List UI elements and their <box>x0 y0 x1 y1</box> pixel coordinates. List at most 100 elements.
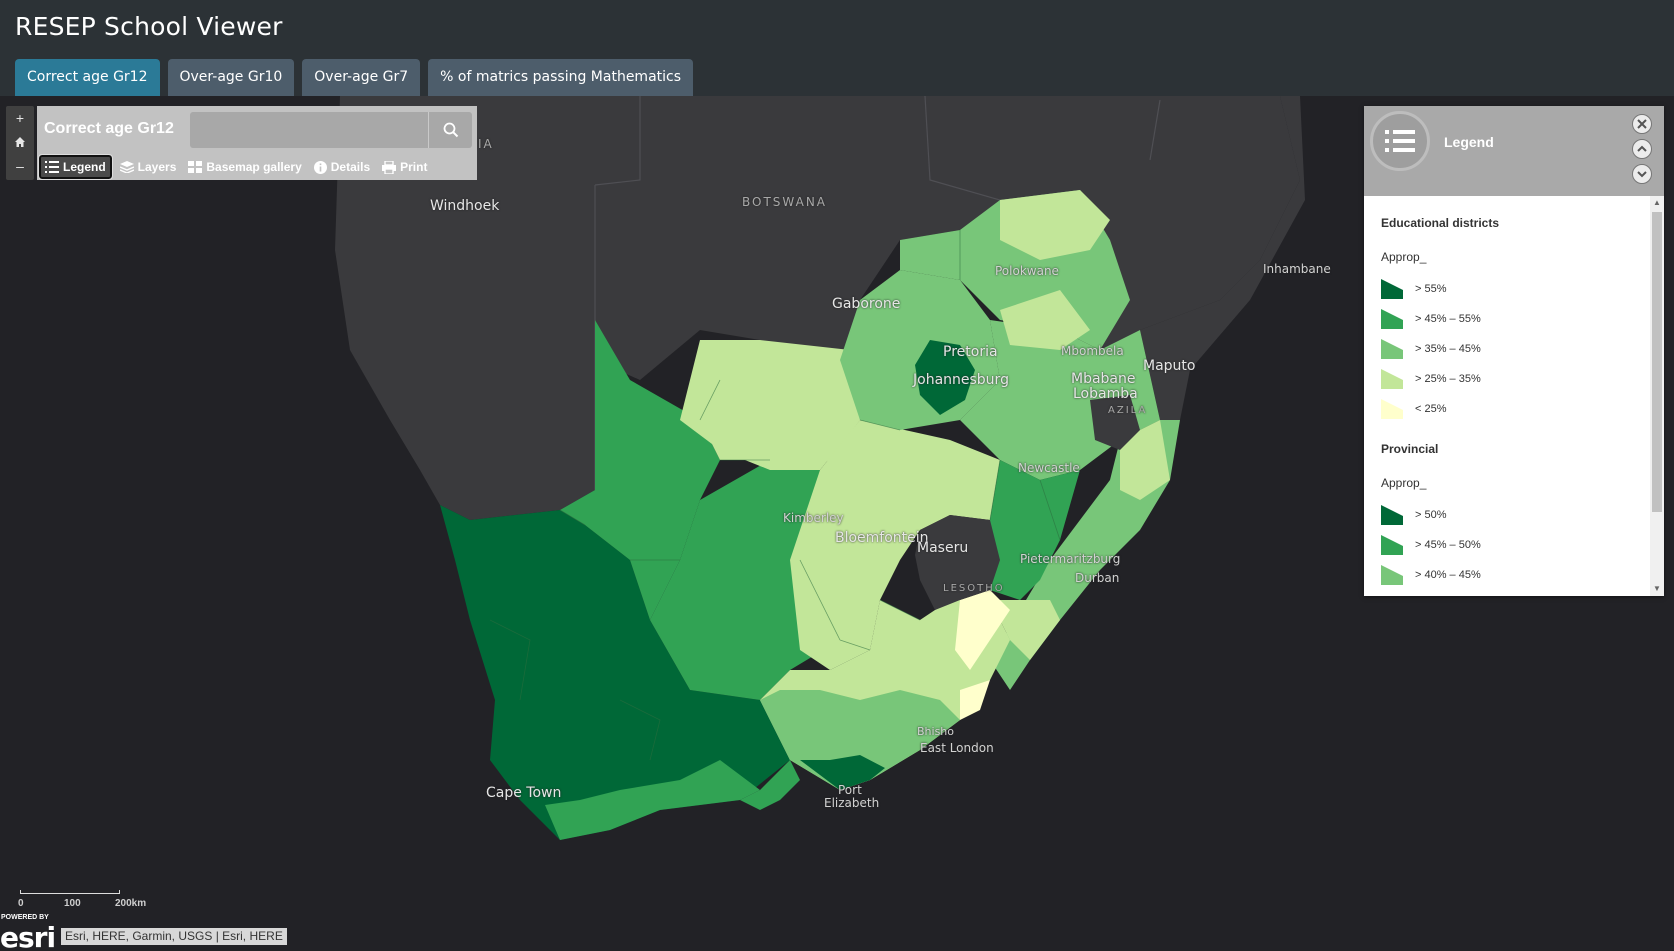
basemap-svg <box>335 96 1305 840</box>
info-icon <box>313 160 327 174</box>
label-lesotho: LESOTHO <box>943 583 1005 594</box>
scale-bar-line <box>20 890 120 894</box>
district-outlines <box>489 230 1061 761</box>
legend-tool-label: Legend <box>63 160 106 174</box>
label-eswatini-fragment: AZILA <box>1108 405 1148 416</box>
legend-item: > 45% – 50% <box>1381 530 1646 560</box>
chevron-down-icon <box>1637 171 1647 178</box>
label-bhisho: Bhisho <box>917 725 955 738</box>
legend-item-label: > 55% <box>1415 283 1447 295</box>
legend-item-label: > 45% – 50% <box>1415 539 1481 551</box>
legend-item-label: > 50% <box>1415 509 1447 521</box>
legend-close-button[interactable] <box>1632 114 1652 134</box>
legend-item: > 45% – 55% <box>1381 304 1646 334</box>
legend-item: < 25% <box>1381 394 1646 424</box>
search-icon <box>443 122 458 138</box>
list-icon <box>1385 130 1415 152</box>
land-lesotho <box>915 515 1000 610</box>
label-windhoek: Windhoek <box>430 198 500 214</box>
legend-header: Legend <box>1364 106 1664 196</box>
label-inhambane: Inhambane <box>1263 262 1331 276</box>
legend-item-label: > 40% – 45% <box>1415 569 1481 581</box>
scrollbar-thumb[interactable] <box>1652 212 1662 512</box>
legend-tool-button[interactable]: Legend <box>38 154 113 180</box>
tab-correct-age-gr12[interactable]: Correct age Gr12 <box>15 59 160 96</box>
label-maputo: Maputo <box>1143 358 1196 374</box>
region-northern-cape-west <box>560 320 720 620</box>
label-cape-town: Cape Town <box>486 785 562 801</box>
zoom-out-button[interactable]: – <box>16 158 24 174</box>
label-botswana: BOTSWANA <box>742 195 828 209</box>
legend-next-button[interactable] <box>1632 164 1652 184</box>
scroll-down-arrow-icon[interactable]: ▼ <box>1653 584 1661 593</box>
layers-icon <box>119 161 134 173</box>
legend-layer-name: Provincial <box>1381 442 1439 456</box>
basemap-icon <box>188 161 203 173</box>
land-namibia <box>335 96 640 520</box>
legend-swatch <box>1381 369 1403 389</box>
legend-swatch <box>1381 339 1403 359</box>
esri-wordmark: esri <box>0 921 56 951</box>
legend-layer-name: Educational districts <box>1381 216 1500 230</box>
legend-scrollbar[interactable]: ▲ ▼ <box>1650 196 1664 596</box>
tab-matrics-mathematics[interactable]: % of matrics passing Mathematics <box>428 59 694 96</box>
label-pretoria: Pretoria <box>943 344 998 360</box>
basemap-gallery-tool-button[interactable]: Basemap gallery <box>184 155 305 179</box>
legend-collapse-button[interactable] <box>1632 139 1652 159</box>
label-elizabeth: Elizabeth <box>824 796 880 810</box>
scroll-up-arrow-icon[interactable]: ▲ <box>1653 198 1661 207</box>
label-mbabane: Mbabane <box>1071 371 1136 387</box>
print-icon <box>382 160 397 174</box>
label-bloemfontein: Bloemfontein <box>835 530 929 546</box>
legend-icon <box>45 161 59 173</box>
label-namibia-fragment: IA <box>478 137 494 151</box>
zoom-in-button[interactable]: + <box>15 110 25 126</box>
region-eastern-cape-dark <box>800 755 885 790</box>
legend-content: Educational districts Approp_ > 55% > 45… <box>1364 196 1646 590</box>
esri-logo[interactable]: POWERED BY esri <box>0 914 60 951</box>
legend-field-name: Approp_ <box>1381 476 1427 490</box>
toolbar: Legend Layers Basemap gallery Details Pr… <box>37 154 431 180</box>
tab-bar: Correct age Gr12 Over-age Gr10 Over-age … <box>15 59 694 96</box>
legend-swatch <box>1381 279 1403 299</box>
legend-swatch <box>1381 505 1403 525</box>
region-north-west <box>680 340 860 470</box>
region-kzn-northeast <box>1120 420 1170 500</box>
label-gaborone: Gaborone <box>832 296 901 312</box>
legend-swatch <box>1381 309 1403 329</box>
label-johannesburg: Johannesburg <box>913 372 1009 388</box>
legend-spacer <box>1381 424 1646 442</box>
print-tool-button[interactable]: Print <box>378 155 431 179</box>
region-transkei <box>990 600 1060 660</box>
land-eswatini <box>1090 395 1140 450</box>
legend-item: > 25% – 35% <box>1381 364 1646 394</box>
scale-label-0: 0 <box>18 898 24 909</box>
legend-item: > 50% <box>1381 500 1646 530</box>
legend-item-label: > 45% – 55% <box>1415 313 1481 325</box>
region-western-cape <box>440 505 790 840</box>
home-button[interactable] <box>6 130 34 154</box>
basemap-gallery-tool-label: Basemap gallery <box>206 160 302 174</box>
layers-tool-button[interactable]: Layers <box>116 155 181 179</box>
tab-over-age-gr10[interactable]: Over-age Gr10 <box>167 59 295 96</box>
land-mozambique <box>1140 96 1305 420</box>
app-title: RESEP School Viewer <box>15 12 283 41</box>
legend-item-label: < 25% <box>1415 403 1447 415</box>
details-tool-button[interactable]: Details <box>310 155 374 179</box>
region-port-elizabeth <box>740 760 800 810</box>
search-button[interactable] <box>428 112 472 148</box>
details-tool-label: Details <box>330 160 371 174</box>
legend-body[interactable]: Educational districts Approp_ > 55% > 45… <box>1364 196 1664 596</box>
region-southern-cape <box>545 760 760 840</box>
tab-over-age-gr7[interactable]: Over-age Gr7 <box>302 59 421 96</box>
map-attribution[interactable]: Esri, HERE, Garmin, USGS | Esri, HERE <box>61 928 287 945</box>
search-input[interactable] <box>190 112 426 148</box>
region-limpopo-north <box>1000 190 1110 260</box>
legend-header-icon <box>1370 111 1430 171</box>
region-pale <box>955 590 1010 670</box>
label-east-london: East London <box>920 741 994 755</box>
label-durban: Durban <box>1075 571 1120 585</box>
label-kimberley: Kimberley <box>783 511 844 525</box>
legend-swatch <box>1381 399 1403 419</box>
legend-swatch <box>1381 535 1403 555</box>
